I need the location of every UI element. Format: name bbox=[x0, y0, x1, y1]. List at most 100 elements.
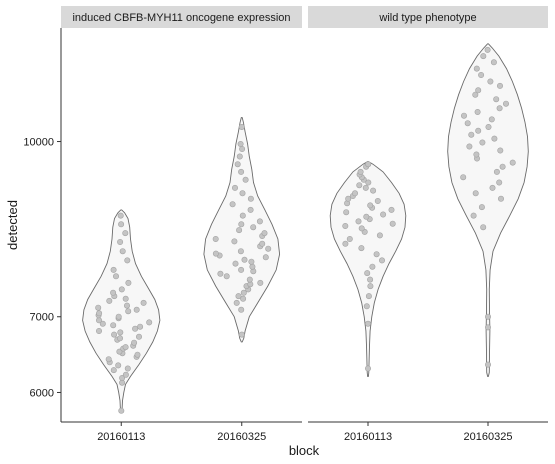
data-point bbox=[111, 331, 118, 338]
data-point bbox=[489, 184, 496, 191]
data-point bbox=[247, 195, 254, 202]
data-point bbox=[484, 324, 491, 331]
data-point bbox=[239, 146, 246, 153]
data-point bbox=[342, 223, 349, 230]
data-point bbox=[478, 72, 485, 79]
data-point bbox=[496, 105, 503, 112]
data-point bbox=[259, 240, 266, 247]
data-point bbox=[119, 248, 126, 255]
panel-2-title: wild type phenotype bbox=[378, 12, 476, 24]
data-point bbox=[96, 310, 103, 317]
panel-2-plot-area bbox=[329, 43, 529, 377]
violin-shape bbox=[329, 161, 407, 377]
violin-shape bbox=[447, 43, 529, 377]
data-point bbox=[490, 59, 497, 66]
data-point bbox=[236, 153, 243, 160]
data-point bbox=[487, 78, 494, 85]
data-point bbox=[232, 260, 239, 267]
data-point bbox=[136, 333, 143, 340]
data-point bbox=[475, 127, 482, 134]
data-point bbox=[370, 187, 377, 194]
data-point bbox=[475, 87, 482, 94]
data-point bbox=[342, 240, 349, 247]
data-point bbox=[106, 297, 113, 304]
data-point bbox=[117, 329, 124, 336]
data-point bbox=[110, 322, 117, 329]
panel-2-strip bbox=[308, 6, 548, 28]
data-point bbox=[124, 257, 131, 264]
data-point bbox=[367, 276, 374, 283]
x-tick-label: 20160325 bbox=[217, 431, 266, 443]
y-tick-label: 10000 bbox=[23, 137, 54, 149]
data-point bbox=[246, 276, 253, 283]
data-point bbox=[484, 361, 491, 368]
data-point bbox=[132, 325, 139, 332]
data-point bbox=[364, 270, 371, 277]
data-point bbox=[493, 96, 500, 103]
panel-1-title: induced CBFB-MYH11 oncogene expression bbox=[72, 12, 290, 24]
data-point bbox=[105, 356, 112, 363]
data-point bbox=[364, 320, 371, 327]
x-tick-label: 20160113 bbox=[344, 431, 392, 443]
data-point bbox=[234, 161, 241, 168]
data-point bbox=[239, 190, 246, 197]
data-point bbox=[117, 335, 124, 342]
data-point bbox=[496, 179, 503, 186]
data-point bbox=[479, 139, 486, 146]
data-point bbox=[223, 273, 230, 280]
data-point bbox=[110, 367, 117, 374]
data-point bbox=[235, 293, 242, 300]
data-point bbox=[262, 254, 269, 261]
data-point bbox=[131, 339, 138, 346]
data-point bbox=[237, 141, 244, 148]
data-point bbox=[261, 230, 268, 237]
x-tick-label: 20160113 bbox=[97, 431, 145, 443]
data-point bbox=[464, 120, 471, 127]
data-point bbox=[374, 198, 381, 205]
data-point bbox=[484, 46, 491, 53]
data-point bbox=[478, 204, 485, 211]
data-point bbox=[378, 257, 385, 264]
data-point bbox=[363, 303, 370, 310]
data-point bbox=[122, 371, 129, 378]
data-point bbox=[122, 295, 129, 302]
data-point bbox=[472, 91, 479, 98]
data-point bbox=[217, 270, 224, 277]
data-point bbox=[346, 236, 353, 243]
data-point bbox=[365, 293, 372, 300]
data-point bbox=[364, 365, 371, 372]
data-point bbox=[358, 245, 365, 252]
data-point bbox=[473, 151, 480, 158]
data-point bbox=[356, 182, 363, 189]
data-point bbox=[110, 289, 117, 296]
data-point bbox=[496, 82, 503, 89]
data-point bbox=[460, 112, 467, 119]
data-point bbox=[345, 195, 352, 202]
data-point bbox=[362, 184, 369, 191]
data-point bbox=[232, 184, 239, 191]
data-point bbox=[125, 279, 132, 286]
data-point bbox=[137, 323, 144, 330]
data-point bbox=[124, 302, 131, 309]
data-point bbox=[212, 236, 219, 243]
data-point bbox=[122, 230, 129, 237]
y-tick-label: 6000 bbox=[30, 387, 54, 399]
data-point bbox=[99, 320, 106, 327]
x-axis-title: block bbox=[289, 443, 320, 458]
data-point bbox=[238, 124, 245, 131]
data-point bbox=[110, 266, 117, 273]
data-point bbox=[388, 206, 395, 213]
data-point bbox=[474, 109, 481, 116]
data-point bbox=[257, 279, 264, 286]
data-point bbox=[239, 212, 246, 219]
data-point bbox=[233, 299, 240, 306]
data-point bbox=[491, 135, 498, 142]
data-point bbox=[238, 331, 245, 338]
data-point bbox=[380, 211, 387, 218]
data-point bbox=[240, 289, 247, 296]
x-axis-ticks: 20160113 20160325 20160113 20160325 bbox=[97, 422, 512, 443]
data-point bbox=[248, 258, 255, 265]
data-point bbox=[485, 124, 492, 131]
data-point bbox=[367, 202, 374, 209]
data-point bbox=[146, 319, 153, 326]
